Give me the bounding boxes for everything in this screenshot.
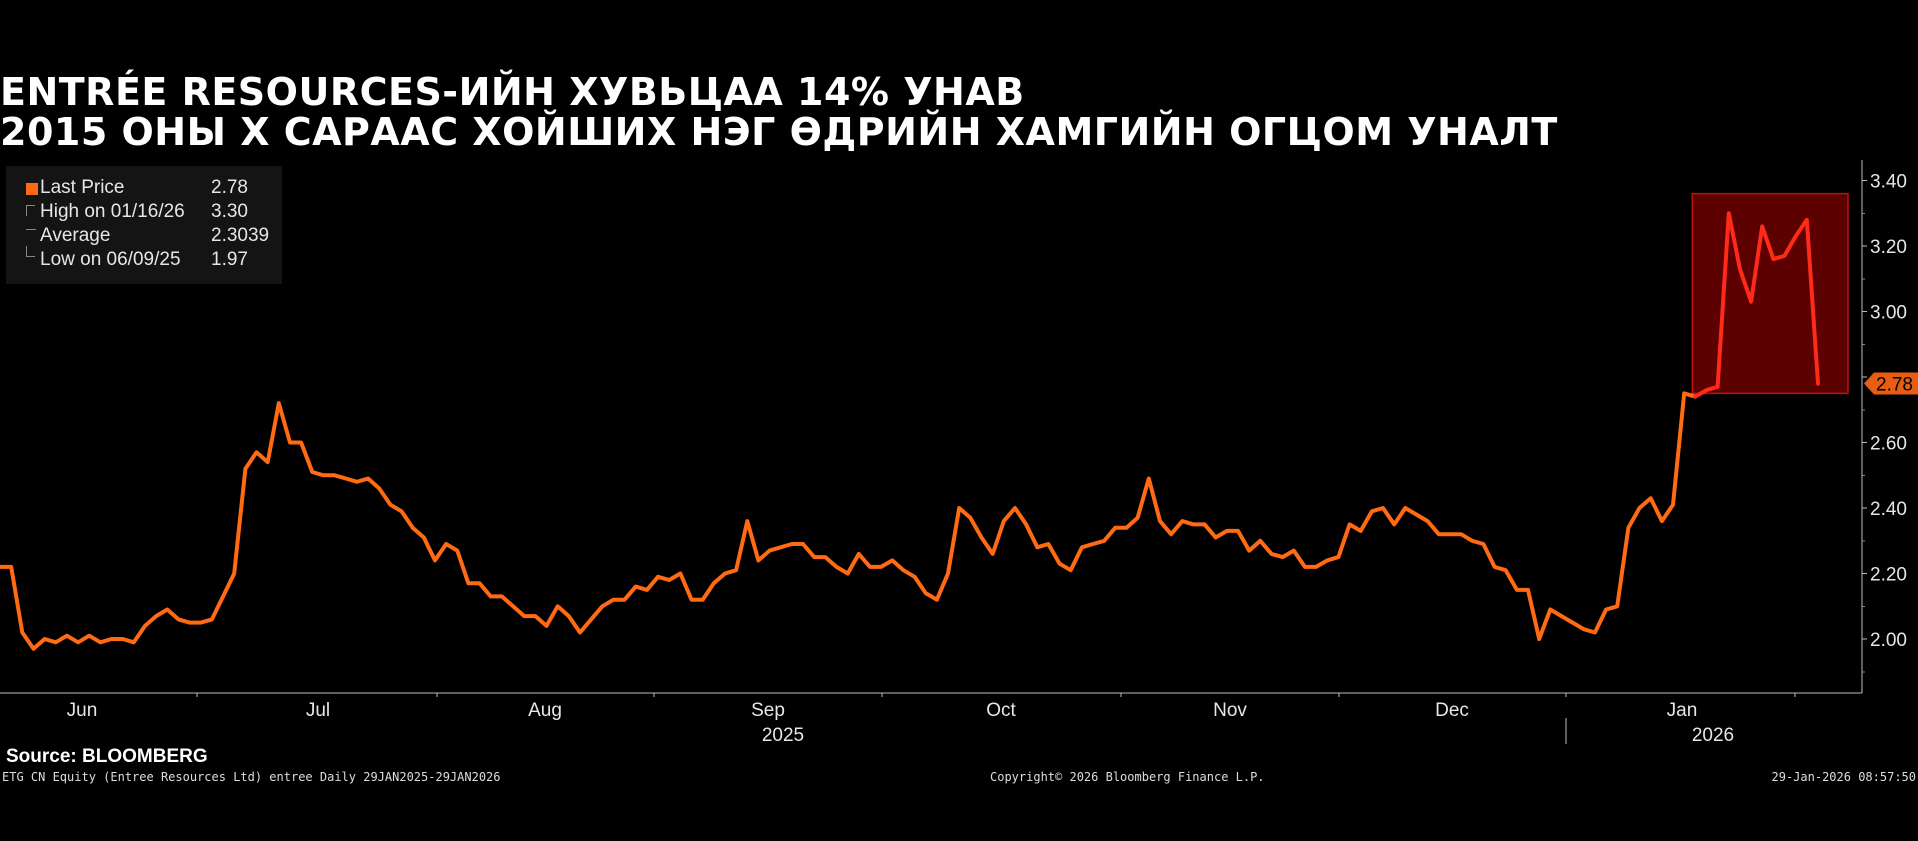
high-marker-icon: [26, 205, 35, 216]
x-tick-label: Jul: [306, 700, 330, 721]
price-series-highlight-line: [1693, 211, 1820, 399]
chart-title-line1: ENTRÉE RESOURCES-ИЙН ХУВЬЦАА 14% УНАВ: [0, 70, 1025, 114]
x-tick-label: Jan: [1667, 700, 1698, 721]
y-tick-label: 3.00: [1870, 303, 1907, 324]
y-tick-label: 3.40: [1870, 172, 1907, 193]
highlight-box: [1691, 192, 1849, 395]
year-label: 2025: [762, 725, 804, 746]
x-tick-label: Jun: [67, 700, 98, 721]
y-tick-label: 2.20: [1870, 565, 1907, 586]
y-tick-label: 2.00: [1870, 630, 1907, 651]
low-marker-icon: [26, 246, 35, 257]
last-price-tag-label: 2.78: [1876, 375, 1913, 396]
y-tick-label: 3.20: [1870, 237, 1907, 258]
price-series-line: [0, 391, 1698, 651]
legend-high-label: High on 01/16/26: [40, 201, 185, 222]
legend-low-value: 1.97: [211, 249, 248, 270]
source-label: Source: BLOOMBERG: [6, 746, 208, 767]
y-tick-label: 2.40: [1870, 499, 1907, 520]
average-marker-icon: [26, 229, 36, 230]
legend-average-label: Average: [40, 225, 111, 246]
copyright-note: Copyright© 2026 Bloomberg Finance L.P.: [990, 770, 1265, 784]
chart-title-line2: 2015 ОНЫ Х САРААС ХОЙШИХ НЭГ ӨДРИЙН ХАМГ…: [0, 110, 1558, 154]
legend-box: Last Price 2.78 High on 01/16/26 3.30 Av…: [6, 166, 282, 284]
y-tick-label: 2.60: [1870, 434, 1907, 455]
legend-average-value: 2.3039: [211, 225, 270, 246]
ticker-note: ETG CN Equity (Entree Resources Ltd) ent…: [2, 770, 501, 784]
x-tick-label: Nov: [1213, 700, 1247, 721]
legend-last-price-value: 2.78: [211, 177, 248, 198]
legend-low-label: Low on 06/09/25: [40, 249, 181, 270]
legend-high-value: 3.30: [211, 201, 248, 222]
x-tick-label: Oct: [986, 700, 1016, 721]
timestamp: 29-Jan-2026 08:57:50: [1771, 770, 1917, 784]
x-tick-label: Aug: [528, 700, 562, 721]
year-label: 2026: [1692, 725, 1734, 746]
x-tick-label: Sep: [751, 700, 785, 721]
legend-last-price-label: Last Price: [40, 177, 125, 198]
x-tick-label: Dec: [1435, 700, 1469, 721]
last-price-swatch-icon: [26, 183, 38, 195]
last-price-tag: [1864, 372, 1918, 395]
